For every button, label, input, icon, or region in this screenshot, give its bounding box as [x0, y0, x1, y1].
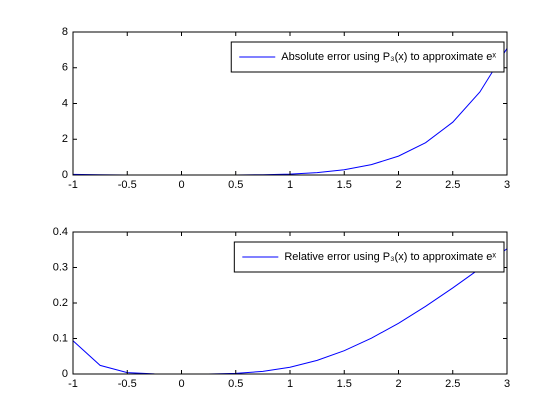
- y-tick-label: 2: [62, 133, 68, 145]
- x-tick-label: -1: [68, 378, 78, 390]
- y-tick-label: 8: [62, 26, 68, 38]
- x-tick-label: -0.5: [118, 179, 137, 191]
- x-tick-label: -1: [68, 179, 78, 191]
- x-tick-label: 1.5: [337, 179, 352, 191]
- y-tick-label: 0.4: [53, 226, 68, 238]
- legend-box: [230, 41, 505, 73]
- x-tick-label: 2: [395, 378, 401, 390]
- x-tick-label: 2: [395, 179, 401, 191]
- y-tick-label: 0: [62, 368, 68, 380]
- x-tick-label: 1: [287, 179, 293, 191]
- series-line: [72, 248, 508, 375]
- y-tick-label: 4: [62, 97, 68, 109]
- x-tick-label: 3: [504, 378, 510, 390]
- x-tick-label: -0.5: [118, 378, 137, 390]
- y-tick-label: 0.3: [53, 261, 68, 273]
- x-tick-label: 2.5: [445, 179, 460, 191]
- x-tick-label: 1: [287, 378, 293, 390]
- x-tick-label: 0.5: [228, 378, 243, 390]
- legend-box: [233, 241, 505, 273]
- y-tick-label: 0.1: [53, 332, 68, 344]
- x-tick-label: 1.5: [337, 378, 352, 390]
- y-tick-label: 6: [62, 62, 68, 74]
- x-tick-label: 0: [178, 179, 184, 191]
- x-tick-label: 2.5: [445, 378, 460, 390]
- y-tick-label: 0.2: [53, 297, 68, 309]
- y-tick-label: 0: [62, 169, 68, 181]
- legend-label: Relative error using P₃(x) to approximat…: [284, 251, 496, 263]
- legend-label: Absolute error using P₃(x) to approximat…: [281, 51, 496, 63]
- x-tick-label: 0.5: [228, 179, 243, 191]
- x-tick-label: 3: [504, 179, 510, 191]
- x-tick-label: 0: [178, 378, 184, 390]
